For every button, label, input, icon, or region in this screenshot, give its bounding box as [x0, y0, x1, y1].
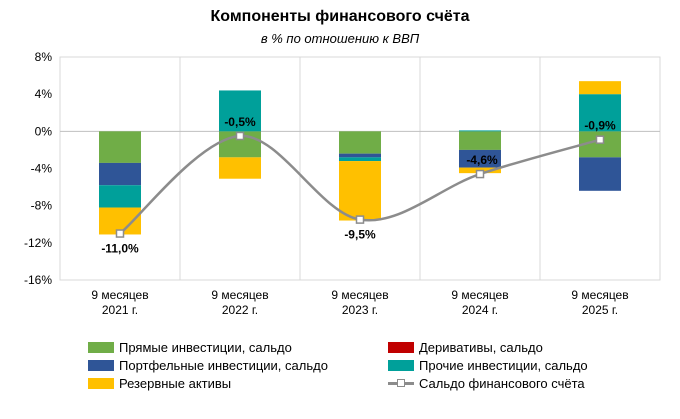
y-tick-label: -16%	[24, 273, 52, 287]
legend-item-direct-investment: Прямые инвестиции, сальдо	[88, 340, 292, 355]
legend-label: Прочие инвестиции, сальдо	[419, 358, 588, 373]
x-category-label: 2022 г.	[222, 303, 258, 317]
balance-data-label: -9,5%	[344, 228, 376, 242]
legend-swatch	[388, 360, 414, 371]
bar-segment	[99, 185, 141, 208]
bar-segment	[219, 157, 261, 179]
balance-marker	[355, 215, 365, 224]
legend-swatch	[88, 378, 114, 389]
balance-marker	[475, 169, 485, 179]
balance-data-label: -4,6%	[466, 153, 498, 167]
bar-segment	[459, 130, 501, 132]
plot-frame	[59, 56, 661, 281]
legend-label: Портфельные инвестиции, сальдо	[119, 358, 328, 373]
x-category-label: 2025 г.	[582, 303, 618, 317]
x-category-label: 2021 г.	[102, 303, 138, 317]
x-category-label: 9 месяцев	[571, 288, 628, 302]
bar-segment	[579, 157, 621, 191]
chart-plot: 8% 4% 0% -4% -8% -12% -16% -11,0% -0,5% -9,5% -4,6…	[24, 50, 661, 317]
bar-segment	[339, 131, 381, 154]
x-category-label: 9 месяцев	[331, 288, 388, 302]
bar-segment	[579, 81, 621, 95]
balance-marker	[115, 229, 125, 238]
balance-data-label: -11,0%	[101, 242, 139, 256]
chart-title: Компоненты финансового счёта	[210, 8, 470, 25]
y-tick-label: 0%	[35, 124, 53, 138]
y-tick-label: -4%	[31, 162, 53, 176]
y-tick-label: 4%	[35, 87, 53, 101]
legend-item-reserve-assets: Резервные активы	[88, 376, 231, 391]
legend-swatch	[388, 342, 414, 353]
balance-data-label: -0,9%	[584, 119, 616, 133]
legend-label: Резервные активы	[119, 376, 232, 391]
x-category-label: 2023 г.	[342, 303, 378, 317]
bar-segment	[579, 94, 621, 132]
x-category-label: 9 месяцев	[451, 288, 508, 302]
y-tick-label: 8%	[35, 50, 53, 64]
y-tick-label: -12%	[24, 236, 52, 250]
legend-label: Прямые инвестиции, сальдо	[119, 340, 292, 355]
bar-segment	[219, 90, 261, 132]
legend-label: Сальдо финансового счёта	[419, 376, 585, 391]
bar-segment	[459, 149, 501, 168]
x-category-label: 2024 г.	[462, 303, 498, 317]
bar-segment	[99, 162, 141, 186]
y-tick-label: -8%	[31, 199, 53, 213]
legend-swatch	[88, 342, 114, 353]
bar-segment	[339, 157, 381, 162]
bar-segment	[459, 131, 501, 150]
legend-item-derivatives: Деривативы, сальдо	[388, 340, 543, 355]
x-category-label: 9 месяцев	[91, 288, 148, 302]
balance-data-label: -0,5%	[224, 115, 256, 129]
legend-swatch	[88, 360, 114, 371]
legend-item-other-investment: Прочие инвестиции, сальдо	[388, 358, 588, 373]
x-category-label: 9 месяцев	[211, 288, 268, 302]
bar-segment	[339, 161, 381, 221]
bar-segment	[339, 153, 381, 158]
legend-item-portfolio-investment: Портфельные инвестиции, сальдо	[88, 358, 328, 373]
balance-line	[119, 134, 601, 235]
legend-line-marker-icon	[388, 378, 414, 389]
chart-subtitle: в % по отношению к ВВП	[260, 31, 420, 46]
balance-marker	[235, 131, 245, 141]
legend-item-financial-account-balance: Сальдо финансового счёта	[388, 376, 585, 391]
balance-marker	[595, 135, 605, 144]
legend-label: Деривативы, сальдо	[419, 340, 543, 355]
bar-segment	[99, 131, 141, 163]
